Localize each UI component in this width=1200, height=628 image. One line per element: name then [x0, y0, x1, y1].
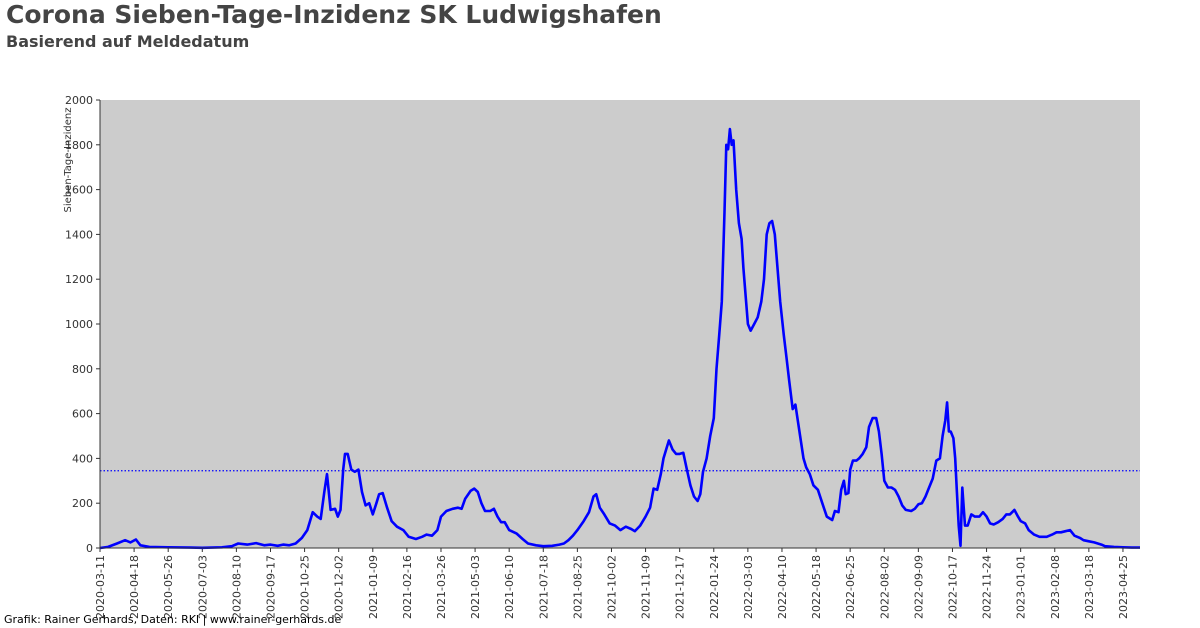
- x-tick-label: 2021-02-16: [401, 555, 414, 619]
- x-tick-label: 2022-10-17: [946, 555, 959, 619]
- x-tick-label: 2022-08-02: [878, 555, 891, 619]
- x-tick-label: 2021-03-26: [435, 555, 448, 619]
- chart-subtitle: Basierend auf Meldedatum: [6, 32, 250, 51]
- x-tick-label: 2021-07-18: [537, 555, 550, 619]
- x-tick-label: 2020-08-10: [230, 555, 243, 619]
- x-tick-label: 2023-04-25: [1117, 555, 1130, 619]
- y-axis-label: Sieben-Tage-Inzidenz: [63, 108, 74, 213]
- y-tick-label: 0: [86, 542, 93, 555]
- x-tick-label: 2020-09-17: [264, 555, 277, 619]
- y-tick-label: 1200: [65, 273, 93, 286]
- x-tick-label: 2023-02-08: [1049, 555, 1062, 619]
- x-tick-label: 2020-12-02: [333, 555, 346, 619]
- x-tick-label: 2022-05-18: [810, 555, 823, 619]
- x-tick-label: 2021-05-03: [469, 555, 482, 619]
- series-line: [99, 127, 1140, 550]
- x-tick-label: 2023-01-01: [1015, 555, 1028, 619]
- x-tick-label: 2021-06-10: [503, 555, 516, 619]
- x-tick-label: 2022-04-10: [776, 555, 789, 619]
- x-tick-label: 2020-10-25: [299, 555, 312, 619]
- x-tick-label: 2020-04-18: [128, 555, 141, 619]
- y-tick-label: 1800: [65, 139, 93, 152]
- x-tick-label: 2022-03-03: [742, 555, 755, 619]
- x-tick-label: 2021-10-02: [605, 555, 618, 619]
- y-tick-label: 200: [72, 497, 93, 510]
- x-tick-label: 2021-08-25: [571, 555, 584, 619]
- chart-title: Corona Sieben-Tage-Inzidenz SK Ludwigsha…: [6, 0, 662, 29]
- x-tick-label: 2020-05-26: [162, 555, 175, 619]
- x-tick-label: 2022-06-25: [844, 555, 857, 619]
- x-tick-label: 2020-07-03: [196, 555, 209, 619]
- x-tick-label: 2020-03-11: [94, 555, 107, 619]
- x-tick-label: 2021-01-09: [367, 555, 380, 619]
- y-tick-label: 1400: [65, 228, 93, 241]
- y-tick-label: 1600: [65, 184, 93, 197]
- y-tick-label: 1000: [65, 318, 93, 331]
- y-axis: 0 200 400 600 800 1000 1200 1400 1600 1800 2000: [65, 94, 100, 555]
- source-credit: Grafik: Rainer Gerhards, Daten: RKI | ww…: [4, 613, 342, 626]
- x-tick-label: 2021-11-09: [640, 555, 653, 619]
- x-tick-label: 2022-09-09: [912, 555, 925, 619]
- x-tick-label: 2022-11-24: [981, 555, 994, 619]
- x-tick-label: 2022-01-24: [708, 555, 721, 619]
- y-tick-label: 400: [72, 452, 93, 465]
- x-tick-label: 2021-12-17: [674, 555, 687, 619]
- plot-area: [100, 100, 1140, 548]
- y-tick-label: 800: [72, 363, 93, 376]
- x-axis: 2020-03-11 2020-04-18 2020-05-26 2020-07-03…: [94, 548, 1130, 619]
- y-tick-label: 600: [72, 408, 93, 421]
- y-tick-label: 2000: [65, 94, 93, 107]
- x-tick-label: 2023-03-18: [1083, 555, 1096, 619]
